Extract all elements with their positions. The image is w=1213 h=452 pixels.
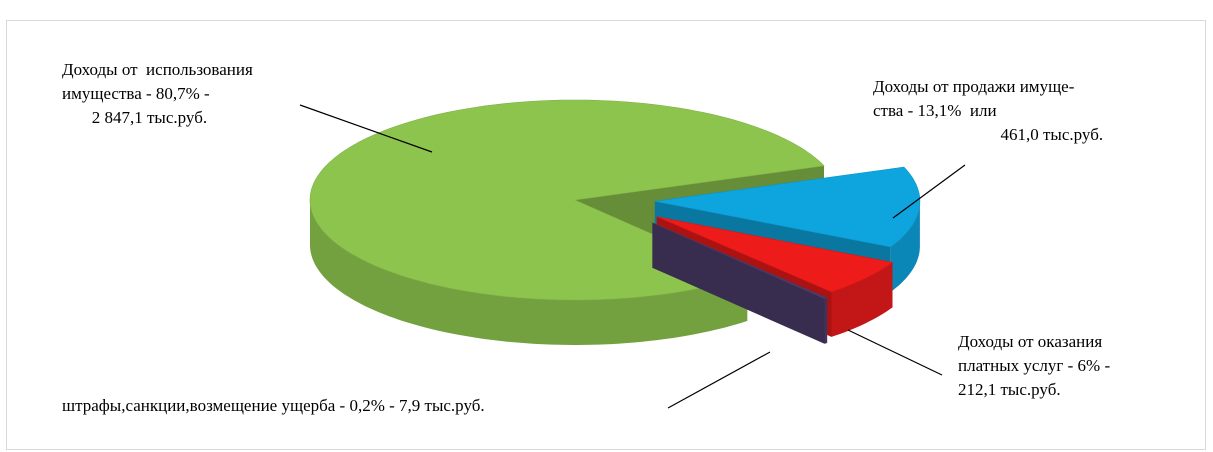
slice <box>652 222 828 300</box>
data-label: Доходы от использования имущества - 80,7… <box>62 60 253 127</box>
chart-frame <box>6 20 1206 450</box>
leader-line <box>847 329 943 376</box>
data-label: Доходы от оказания платных услуг - 6% - … <box>958 332 1111 399</box>
slice-side <box>890 201 920 292</box>
data-label: Доходы от продажи имуще- ства - 13,1% ил… <box>873 77 1104 144</box>
slice-side <box>310 200 748 345</box>
slice <box>654 166 921 248</box>
slice <box>309 99 825 301</box>
slice-side <box>824 298 828 344</box>
slice-wall <box>652 222 825 344</box>
leader-line <box>892 164 966 219</box>
slice-side <box>831 262 893 337</box>
data-label: штрафы,санкции,возмещение ущерба - 0,2% … <box>62 396 485 415</box>
leader-line <box>667 351 771 409</box>
slice <box>656 216 894 293</box>
leader-line <box>299 104 433 153</box>
